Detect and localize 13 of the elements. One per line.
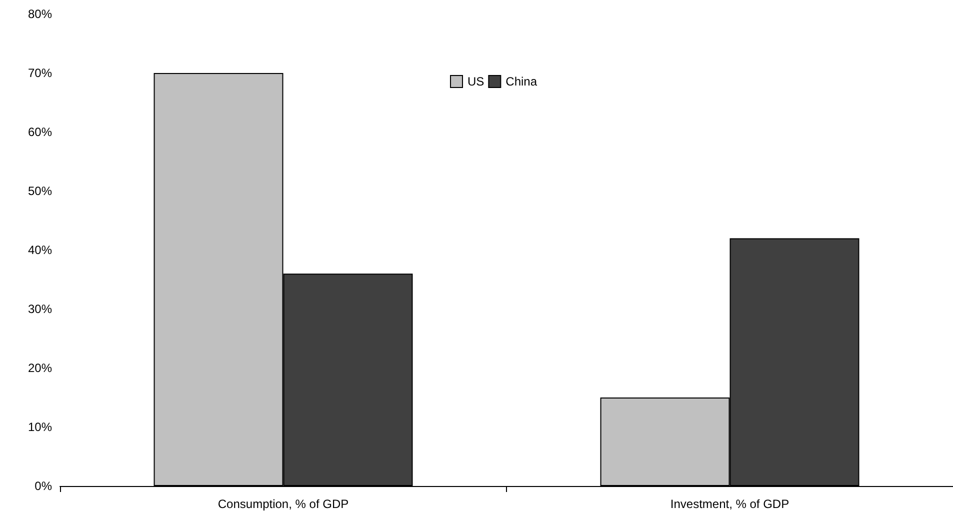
legend-label: US bbox=[468, 74, 484, 88]
y-tick-label: 40% bbox=[28, 243, 52, 257]
y-tick-label: 0% bbox=[34, 479, 52, 493]
legend-label: China bbox=[506, 74, 538, 88]
y-tick-label: 70% bbox=[28, 66, 52, 80]
y-tick-label: 80% bbox=[28, 7, 52, 21]
y-tick-label: 20% bbox=[28, 361, 52, 375]
y-tick-label: 10% bbox=[28, 420, 52, 434]
x-tick-label: Investment, % of GDP bbox=[670, 497, 790, 511]
y-tick-label: 60% bbox=[28, 125, 52, 139]
x-tick-label: Consumption, % of GDP bbox=[218, 497, 349, 511]
y-tick-label: 30% bbox=[28, 302, 52, 316]
y-tick-label: 50% bbox=[28, 184, 52, 198]
